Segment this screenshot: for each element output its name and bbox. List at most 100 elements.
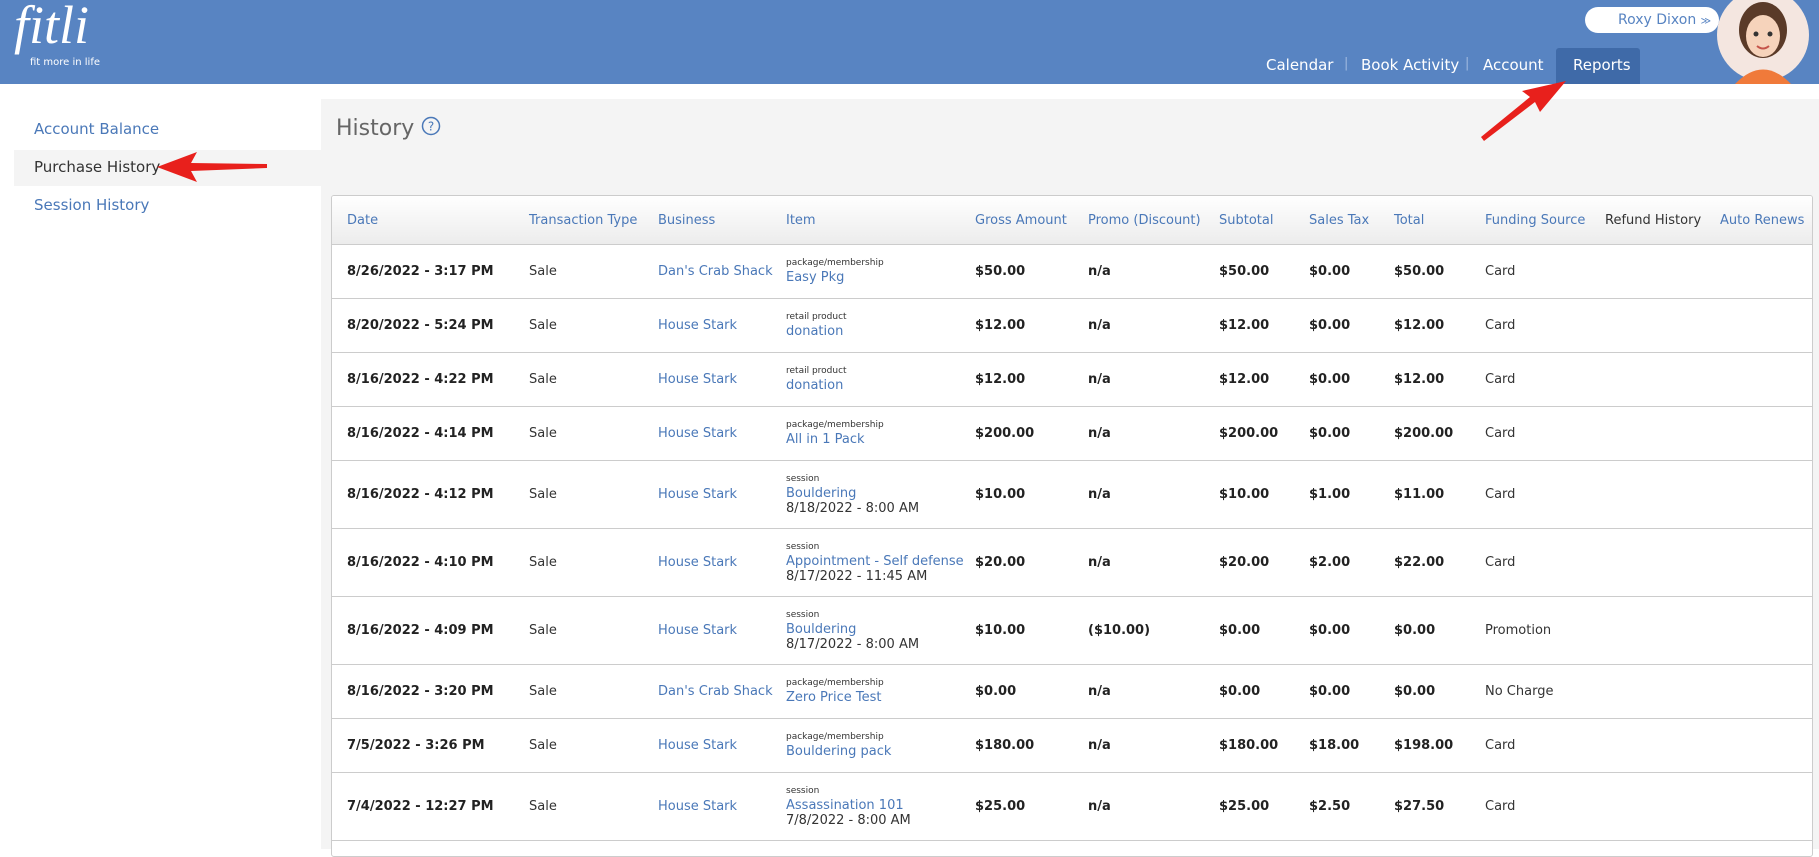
business-link[interactable]: Dan's Crab Shack — [658, 684, 773, 699]
item-link[interactable]: Appointment - Self defense — [786, 553, 964, 569]
item-link[interactable]: Assassination 101 — [786, 797, 904, 813]
header-row: Date Transaction Type Business Item Gross Am… — [332, 196, 1812, 245]
item-kind: session — [786, 609, 820, 620]
type-cell: Sale — [529, 318, 557, 333]
item-kind: package/membership — [786, 258, 884, 268]
total-cell: $27.50 — [1394, 799, 1445, 814]
subtotal-cell: $12.00 — [1219, 318, 1270, 333]
promo-cell: n/a — [1088, 426, 1111, 441]
promo-cell: n/a — [1088, 738, 1111, 753]
help-icon[interactable]: ? — [421, 116, 441, 136]
table-row: 7/5/2022 - 3:26 PM Sale House Stark package… — [332, 719, 1812, 773]
column-header: Funding Source — [1485, 212, 1586, 228]
business-link[interactable]: House Stark — [658, 799, 738, 814]
nav-link[interactable]: Reports — [1573, 56, 1631, 74]
subtotal-cell: $10.00 — [1219, 487, 1270, 502]
promo-cell: n/a — [1088, 487, 1111, 502]
tax-cell: $1.00 — [1309, 487, 1351, 502]
gross-cell: $180.00 — [975, 738, 1035, 753]
column-header: Transaction Type — [529, 212, 638, 228]
active-tab — [1556, 48, 1640, 84]
total-cell: $11.00 — [1394, 487, 1445, 502]
type-cell: Sale — [529, 372, 557, 387]
type-cell: Sale — [529, 426, 557, 441]
promo-cell: n/a — [1088, 799, 1111, 814]
column-header: Date — [347, 212, 379, 228]
avatar[interactable] — [1715, 0, 1815, 84]
user-menu[interactable]: Roxy Dixon ≫ — [1585, 7, 1719, 33]
nav-link[interactable]: Calendar — [1266, 56, 1334, 74]
total-cell: $12.00 — [1394, 318, 1445, 333]
promo-cell: n/a — [1088, 555, 1111, 570]
item-detail: 8/17/2022 - 11:45 AM — [786, 568, 928, 584]
business-link[interactable]: House Stark — [658, 426, 738, 441]
item-kind: retail product — [786, 366, 847, 376]
item-link[interactable]: Bouldering — [786, 621, 857, 637]
item-link[interactable]: donation — [786, 324, 844, 339]
gross-cell: $25.00 — [975, 799, 1026, 814]
date-cell: 8/16/2022 - 3:20 PM — [347, 684, 494, 699]
gross-cell: $10.00 — [975, 623, 1026, 638]
item-kind: retail product — [786, 312, 847, 322]
tax-cell: $0.00 — [1309, 623, 1351, 638]
date-cell: 8/16/2022 - 4:22 PM — [347, 372, 494, 387]
promo-cell: n/a — [1088, 264, 1111, 279]
funding-cell: Promotion — [1485, 623, 1552, 638]
business-link[interactable]: House Stark — [658, 555, 738, 570]
nav-link[interactable]: Book Activity — [1361, 56, 1460, 74]
subtotal-cell: $180.00 — [1219, 738, 1279, 753]
funding-cell: Card — [1485, 264, 1516, 279]
business-link[interactable]: House Stark — [658, 487, 738, 502]
promo-cell: ($10.00) — [1088, 623, 1151, 638]
gross-cell: $200.00 — [975, 426, 1035, 441]
funding-cell: Card — [1485, 555, 1516, 570]
funding-cell: Card — [1485, 426, 1516, 441]
date-cell: 7/4/2022 - 12:27 PM — [347, 799, 494, 814]
business-link[interactable]: House Stark — [658, 738, 738, 753]
business-link[interactable]: House Stark — [658, 372, 738, 387]
total-cell: $22.00 — [1394, 555, 1445, 570]
logo[interactable]: fitli — [14, 0, 90, 55]
table-row: 8/16/2022 - 3:20 PM Sale Dan's Crab Shack p… — [332, 665, 1812, 719]
tax-cell: $0.00 — [1309, 426, 1351, 441]
subtotal-cell: $12.00 — [1219, 372, 1270, 387]
sidebar-link[interactable]: Purchase History — [34, 158, 161, 176]
gross-cell: $12.00 — [975, 372, 1026, 387]
title-text: History — [336, 116, 415, 141]
date-cell: 8/20/2022 - 5:24 PM — [347, 318, 494, 333]
tax-cell: $2.50 — [1309, 799, 1351, 814]
type-cell: Sale — [529, 738, 557, 753]
item-cell: session Appointment - Self defense 8/17/20… — [786, 529, 964, 596]
tax-cell: $0.00 — [1309, 318, 1351, 333]
table-row: 8/16/2022 - 4:09 PM Sale House Stark sessio… — [332, 597, 1812, 665]
type-cell: Sale — [529, 684, 557, 699]
business-link[interactable]: Dan's Crab Shack — [658, 264, 773, 279]
svg-text:?: ? — [428, 120, 434, 134]
column-header: Gross Amount — [975, 212, 1067, 228]
column-header: Item — [786, 212, 816, 228]
item-link[interactable]: Bouldering pack — [786, 744, 892, 759]
item-link[interactable]: donation — [786, 378, 844, 393]
funding-cell: Card — [1485, 799, 1516, 814]
gross-cell: $0.00 — [975, 684, 1017, 699]
subtotal-cell: $0.00 — [1219, 684, 1261, 699]
item-link[interactable]: Zero Price Test — [786, 690, 882, 705]
funding-cell: Card — [1485, 318, 1516, 333]
item-link[interactable]: Easy Pkg — [786, 270, 845, 285]
item-cell: session Bouldering 8/17/2022 - 8:00 AM — [786, 597, 919, 664]
table-row: 8/20/2022 - 5:24 PM Sale House Stark retail… — [332, 299, 1812, 353]
business-link[interactable]: House Stark — [658, 318, 738, 333]
table-row: 8/16/2022 - 4:10 PM Sale House Stark sessio… — [332, 529, 1812, 597]
item-link[interactable]: Bouldering — [786, 485, 857, 501]
item-link[interactable]: All in 1 Pack — [786, 432, 865, 447]
tax-cell: $0.00 — [1309, 264, 1351, 279]
sidebar-link[interactable]: Session History — [34, 196, 150, 214]
item-cell: package/membership Bouldering pack — [786, 719, 891, 772]
funding-cell: No Charge — [1485, 684, 1554, 699]
nav-link[interactable]: Account — [1483, 56, 1544, 74]
separator: | — [1465, 56, 1470, 71]
sidebar-link[interactable]: Account Balance — [34, 120, 160, 138]
gross-cell: $20.00 — [975, 555, 1026, 570]
item-kind: session — [786, 473, 820, 484]
business-link[interactable]: House Stark — [658, 623, 738, 638]
